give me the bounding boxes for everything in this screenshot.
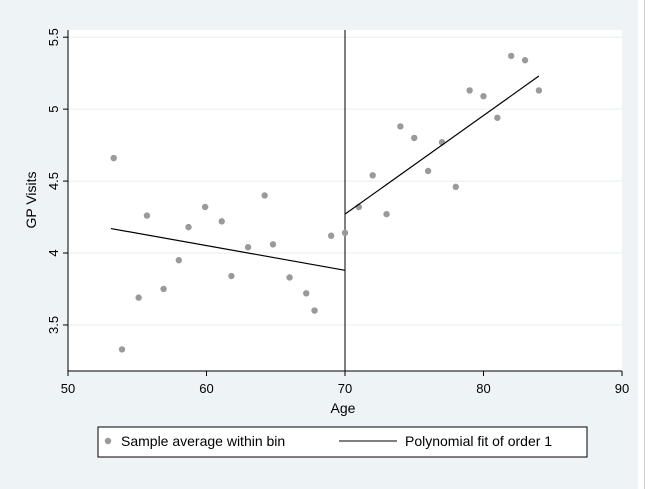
scatter-point-13	[286, 274, 293, 281]
scatter-point-23	[424, 167, 432, 175]
scatter-point-30	[521, 57, 529, 64]
legend-marker-scatter	[104, 437, 112, 445]
fit-line-segment-0	[110, 227, 346, 271]
legend-label-scatter: Sample average within bin	[121, 433, 285, 449]
scatter-point-12	[269, 241, 277, 248]
y-tick-label-0: 3.5	[46, 316, 61, 334]
scatter-point-15	[311, 307, 318, 314]
scatter-point-19	[369, 172, 376, 179]
scatter-point-4	[160, 285, 167, 293]
scatter-point-11	[261, 192, 268, 199]
scatter-point-6	[185, 223, 192, 231]
y-axis-label: GP Visits	[23, 171, 39, 228]
scatter-point-25	[452, 183, 459, 191]
x-tick-label-0: 50	[61, 381, 75, 396]
scatter-point-10	[244, 244, 252, 251]
x-tick-label-4: 90	[615, 381, 629, 396]
scatter-point-2	[135, 294, 142, 301]
y-tick-label-3: 5	[46, 106, 61, 113]
right-margin-strip	[638, 0, 653, 489]
scatter-point-22	[411, 134, 418, 142]
scatter-point-0	[110, 154, 117, 162]
scatter-point-9	[228, 272, 235, 280]
scatter-point-8	[218, 218, 225, 225]
scatter-point-27	[480, 92, 487, 100]
legend-label-line: Polynomial fit of order 1	[405, 433, 552, 449]
scatter-point-26	[466, 87, 473, 94]
legend: Sample average within bin Polynomial fit…	[97, 426, 588, 458]
scatter-point-21	[397, 123, 404, 130]
y-tick-label-4: 5.5	[46, 28, 61, 46]
scatter-point-20	[383, 210, 390, 218]
scatter-point-17	[341, 229, 349, 237]
scatter-point-1	[118, 346, 126, 353]
legend-box	[97, 426, 588, 458]
fit-line-segment-1	[344, 75, 540, 215]
right-margin-divider	[644, 0, 645, 489]
scatter-point-7	[201, 203, 209, 211]
scatter-point-28	[494, 114, 501, 121]
x-tick-label-3: 80	[476, 381, 490, 396]
data-marks	[110, 30, 543, 371]
y-tick-label-2: 4.5	[46, 172, 61, 190]
scatter-point-31	[535, 87, 543, 94]
scatter-point-29	[508, 52, 515, 60]
scatter-point-5	[175, 257, 182, 264]
axes: 3.5 4 4.5 5 5.5 50 60 70 80 90	[46, 28, 629, 396]
scatter-point-3	[143, 212, 151, 219]
x-tick-label-1: 60	[199, 381, 213, 396]
scatter-point-14	[303, 290, 310, 297]
scatter-point-16	[327, 232, 335, 239]
x-tick-label-2: 70	[338, 381, 352, 396]
x-axis-label: Age	[331, 400, 356, 416]
y-tick-label-1: 4	[46, 249, 61, 256]
